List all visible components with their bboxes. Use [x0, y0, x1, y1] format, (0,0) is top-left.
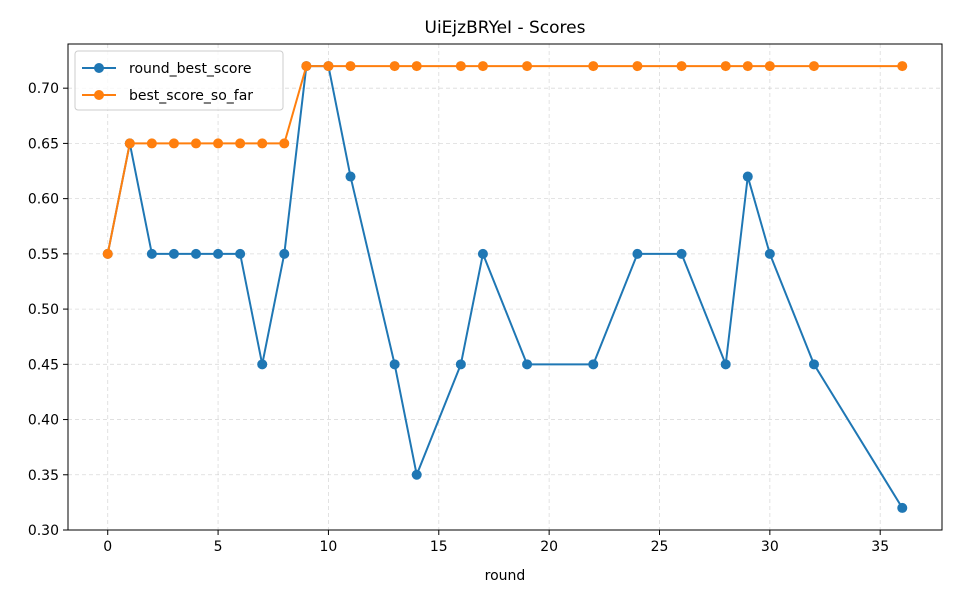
x-tick-label: 35 — [871, 539, 889, 555]
data-point — [389, 61, 400, 72]
data-point — [522, 359, 533, 370]
legend-marker — [94, 90, 104, 100]
data-point — [720, 359, 731, 370]
data-point — [345, 61, 356, 72]
y-tick-label: 0.50 — [28, 302, 59, 318]
data-point — [411, 469, 422, 480]
data-point — [124, 138, 135, 149]
data-point — [345, 171, 356, 182]
data-point — [279, 138, 290, 149]
data-point — [455, 359, 466, 370]
y-tick-label: 0.70 — [28, 81, 59, 97]
data-point — [279, 248, 290, 259]
data-point — [389, 359, 400, 370]
data-point — [257, 359, 268, 370]
legend-label: round_best_score — [129, 61, 252, 77]
data-point — [257, 138, 268, 149]
series-best_score_so_far — [102, 61, 908, 259]
y-axis: 0.30 0.35 0.40 0.45 0.50 0.55 0.60 0.65 0.70 — [28, 81, 68, 539]
y-tick-label: 0.65 — [28, 136, 59, 152]
data-point — [808, 359, 819, 370]
data-point — [632, 248, 643, 259]
data-point — [146, 138, 157, 149]
data-point — [146, 248, 157, 259]
data-point — [301, 61, 312, 72]
data-point — [411, 61, 422, 72]
y-tick-label: 0.35 — [28, 468, 59, 484]
data-point — [235, 248, 246, 259]
x-axis: 0 5 10 15 20 25 30 35 — [103, 530, 889, 555]
data-point — [168, 248, 179, 259]
data-point — [588, 359, 599, 370]
data-point — [764, 248, 775, 259]
plot-frame — [67, 43, 943, 531]
data-point — [477, 61, 488, 72]
legend-box — [74, 50, 284, 111]
data-point — [102, 248, 113, 259]
x-tick-label: 25 — [651, 539, 669, 555]
x-tick-label: 5 — [214, 539, 223, 555]
data-point — [168, 138, 179, 149]
data-point — [897, 61, 908, 72]
y-tick-label: 0.40 — [28, 413, 59, 429]
data-point — [213, 248, 224, 259]
data-point — [676, 248, 687, 259]
x-tick-label: 30 — [761, 539, 779, 555]
legend-entry-best_score_so_far: best_score_so_far — [82, 88, 253, 104]
data-point — [720, 61, 731, 72]
data-point — [213, 138, 224, 149]
y-tick-label: 0.60 — [28, 192, 59, 208]
data-point — [676, 61, 687, 72]
series-layer — [102, 61, 908, 513]
x-tick-label: 15 — [430, 539, 448, 555]
y-tick-label: 0.30 — [28, 523, 59, 539]
x-tick-label: 20 — [540, 539, 558, 555]
data-point — [897, 502, 908, 513]
x-axis-label: round — [485, 568, 526, 584]
data-point — [235, 138, 246, 149]
data-point — [191, 138, 202, 149]
data-point — [455, 61, 466, 72]
data-point — [191, 248, 202, 259]
data-point — [323, 61, 334, 72]
chart-title: UiEjzBRYeI - Scores — [425, 18, 586, 38]
x-tick-label: 0 — [103, 539, 112, 555]
legend: round_best_score best_score_so_far — [74, 50, 284, 111]
data-point — [742, 171, 753, 182]
legend-marker — [94, 63, 104, 73]
data-point — [742, 61, 753, 72]
data-point — [808, 61, 819, 72]
data-point — [764, 61, 775, 72]
data-point — [588, 61, 599, 72]
legend-entry-round_best_score: round_best_score — [82, 61, 252, 77]
x-tick-label: 10 — [320, 539, 338, 555]
legend-label: best_score_so_far — [129, 88, 253, 104]
data-point — [632, 61, 643, 72]
y-tick-label: 0.45 — [28, 357, 59, 373]
y-tick-label: 0.55 — [28, 247, 59, 263]
data-point — [477, 248, 488, 259]
data-point — [522, 61, 533, 72]
